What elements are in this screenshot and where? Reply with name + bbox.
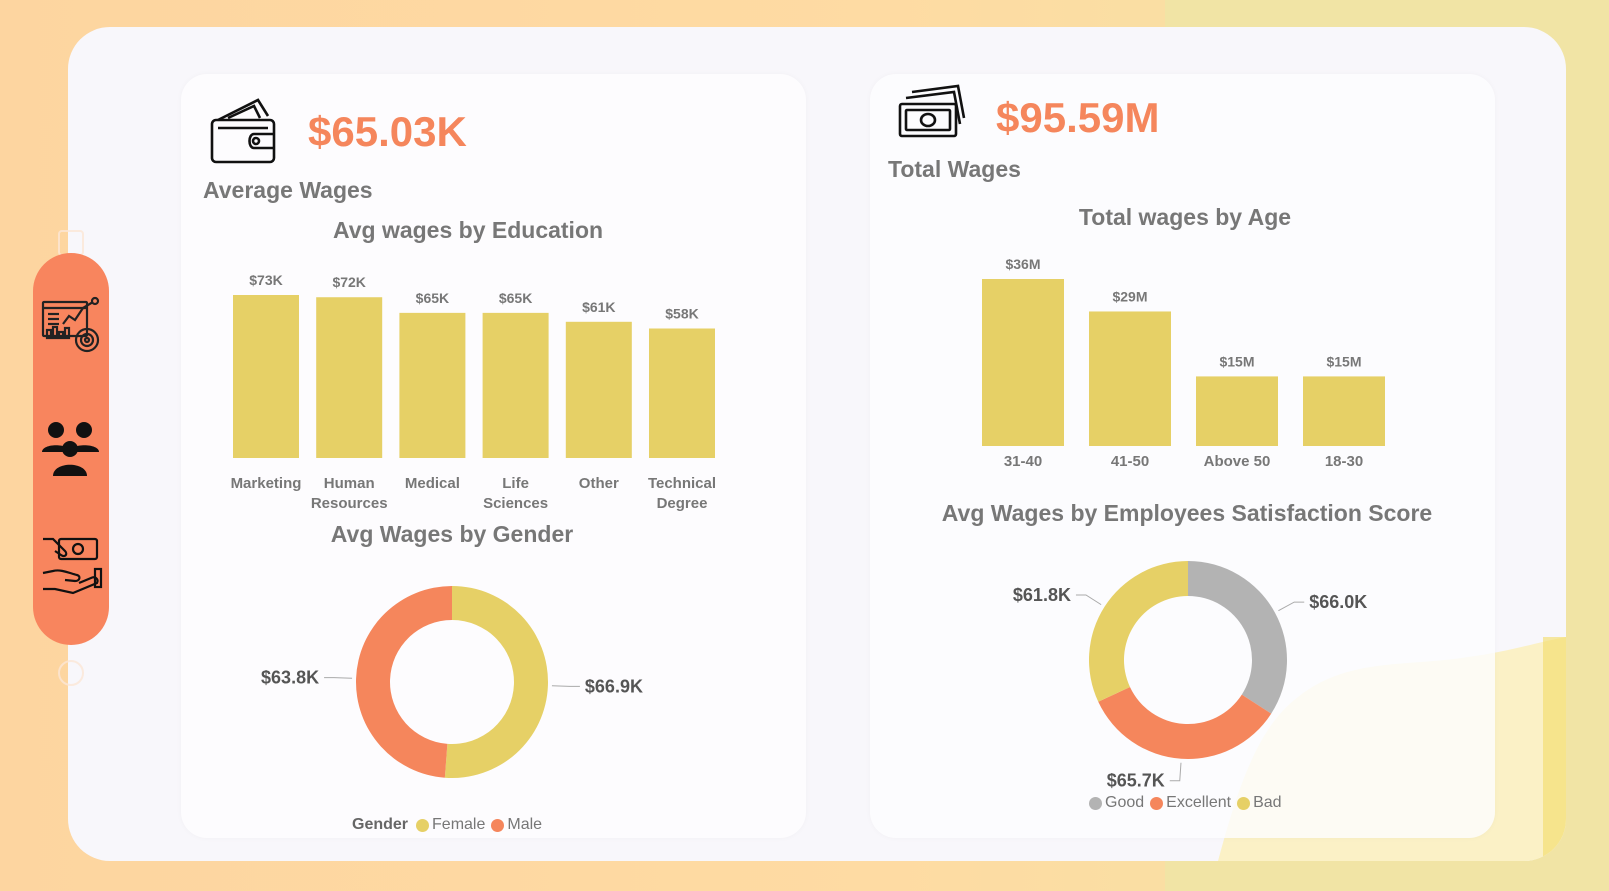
sidebar: [33, 253, 109, 645]
category-label-chart-education-5-0: Technical: [648, 475, 716, 492]
category-label-chart-education-3-1: Sciences: [483, 495, 548, 512]
gender-chart-title: Avg Wages by Gender: [330, 521, 574, 547]
slice-label-excellent: $65.7K: [1107, 771, 1165, 791]
people-group-icon: [42, 422, 99, 476]
leader-line-bad: [1075, 594, 1102, 606]
bar-chart-age-3[interactable]: [1303, 376, 1385, 446]
total-wages-value: $95.59M: [996, 94, 1160, 141]
satisfaction-chart-title: Avg Wages by Employees Satisfaction Scor…: [941, 500, 1433, 526]
data-label-chart-education-5: $58K: [665, 305, 698, 321]
education-chart-title: Avg wages by Education: [332, 217, 604, 243]
slice-excellent[interactable]: [1098, 687, 1272, 759]
category-label-chart-education-4-0: Other: [579, 475, 619, 492]
gender-legend: Gender Female Male: [352, 816, 548, 834]
bar-chart-education-2[interactable]: [399, 312, 466, 458]
data-label-chart-education-1: $72K: [332, 274, 365, 290]
bar-chart-education-4[interactable]: [565, 321, 632, 458]
data-label-chart-age-1: $29M: [1112, 288, 1147, 304]
sidebar-item-dashboard[interactable]: [33, 286, 109, 366]
leader-line-male: [324, 677, 353, 679]
hand-money-icon: [42, 537, 103, 595]
legend-item-good[interactable]: Good: [1089, 794, 1144, 812]
data-label-chart-age-2: $15M: [1219, 353, 1254, 369]
data-label-chart-age-0: $36M: [1005, 256, 1040, 272]
slice-male[interactable]: [356, 586, 452, 778]
legend-dot-female: [416, 818, 430, 832]
slice-label-good: $66.0K: [1309, 592, 1367, 612]
legend-item-male[interactable]: Male: [491, 816, 542, 834]
legend-item-female[interactable]: Female: [416, 816, 485, 834]
legend-label-female: Female: [432, 816, 486, 833]
gender-donut-chart: $66.9K $63.8K: [261, 586, 643, 778]
bar-chart-education-3[interactable]: [482, 312, 549, 458]
wallet-icon: [210, 98, 276, 164]
bar-chart-age-2[interactable]: [1196, 376, 1278, 446]
slice-label-male: $63.8K: [261, 668, 319, 688]
legend-label-bad: Bad: [1253, 794, 1282, 811]
data-label-chart-education-3: $65K: [499, 290, 532, 306]
data-label-chart-education-0: $73K: [249, 272, 282, 288]
ghost-info-icon: [58, 660, 84, 686]
bar-chart-age-0[interactable]: [982, 279, 1064, 446]
category-label-chart-education-0-0: Marketing: [231, 475, 302, 492]
legend-dot-male: [491, 818, 505, 832]
slice-female[interactable]: [444, 586, 548, 778]
category-label-chart-education-3-0: Life: [502, 475, 529, 492]
legend-label-male: Male: [507, 816, 543, 833]
leader-line-female: [551, 685, 580, 687]
legend-dot-bad: [1237, 796, 1251, 810]
category-label-chart-age-0-0: 31-40: [1004, 453, 1042, 470]
sidebar-item-wages[interactable]: [33, 525, 109, 605]
legend-label-good: Good: [1105, 794, 1145, 811]
sidebar-item-employees[interactable]: [33, 408, 109, 488]
category-label-chart-age-1-0: 41-50: [1111, 453, 1149, 470]
analytics-dashboard-icon: [41, 296, 100, 353]
category-label-chart-age-3-0: 18-30: [1325, 453, 1363, 470]
legend-dot-good: [1089, 796, 1102, 810]
bar-chart-education-1[interactable]: [316, 297, 383, 458]
bar-chart-education-0[interactable]: [233, 295, 299, 458]
leader-line-excellent: [1169, 762, 1182, 782]
data-label-chart-education-2: $65K: [416, 290, 449, 306]
legend-label-excellent: Excellent: [1166, 794, 1232, 811]
slice-good[interactable]: [1188, 561, 1287, 714]
category-label-chart-education-2-0: Medical: [405, 475, 460, 492]
satisfaction-donut-chart: $66.0K $65.7K $61.8K: [1013, 561, 1367, 791]
slice-bad[interactable]: [1089, 561, 1188, 702]
money-stack-icon: [898, 84, 966, 138]
data-label-chart-age-3: $15M: [1326, 353, 1361, 369]
slice-label-bad: $61.8K: [1013, 585, 1071, 605]
average-wages-label: Average Wages: [203, 177, 373, 203]
total-wages-label: Total Wages: [888, 156, 1021, 182]
education-bar-chart: $73K Marketing $72K Human Resources $65K Medic…: [231, 272, 716, 512]
category-label-chart-education-5-1: Degree: [657, 495, 708, 512]
legend-item-bad[interactable]: Bad: [1237, 794, 1282, 812]
satisfaction-legend: Good Excellent Bad: [1089, 794, 1288, 812]
age-bar-chart: $36M 31-40 $29M 41-50 $15M Above 50 $15M 18-30: [982, 256, 1385, 470]
legend-dot-excellent: [1150, 796, 1164, 810]
bar-chart-age-1[interactable]: [1089, 311, 1171, 446]
total-wages-card: [870, 74, 1495, 838]
bar-chart-education-5[interactable]: [649, 328, 715, 458]
category-label-chart-education-1-0: Human: [324, 475, 375, 492]
age-chart-title: Total wages by Age: [1078, 204, 1292, 230]
slice-label-female: $66.9K: [585, 676, 643, 696]
category-label-chart-education-1-1: Resources: [311, 495, 388, 512]
gender-legend-title: Gender: [352, 816, 409, 833]
legend-item-excellent[interactable]: Excellent: [1150, 794, 1231, 812]
data-label-chart-education-4: $61K: [582, 299, 615, 315]
average-wages-value: $65.03K: [308, 108, 467, 155]
category-label-chart-age-2-0: Above 50: [1204, 453, 1271, 470]
leader-line-good: [1278, 601, 1305, 612]
